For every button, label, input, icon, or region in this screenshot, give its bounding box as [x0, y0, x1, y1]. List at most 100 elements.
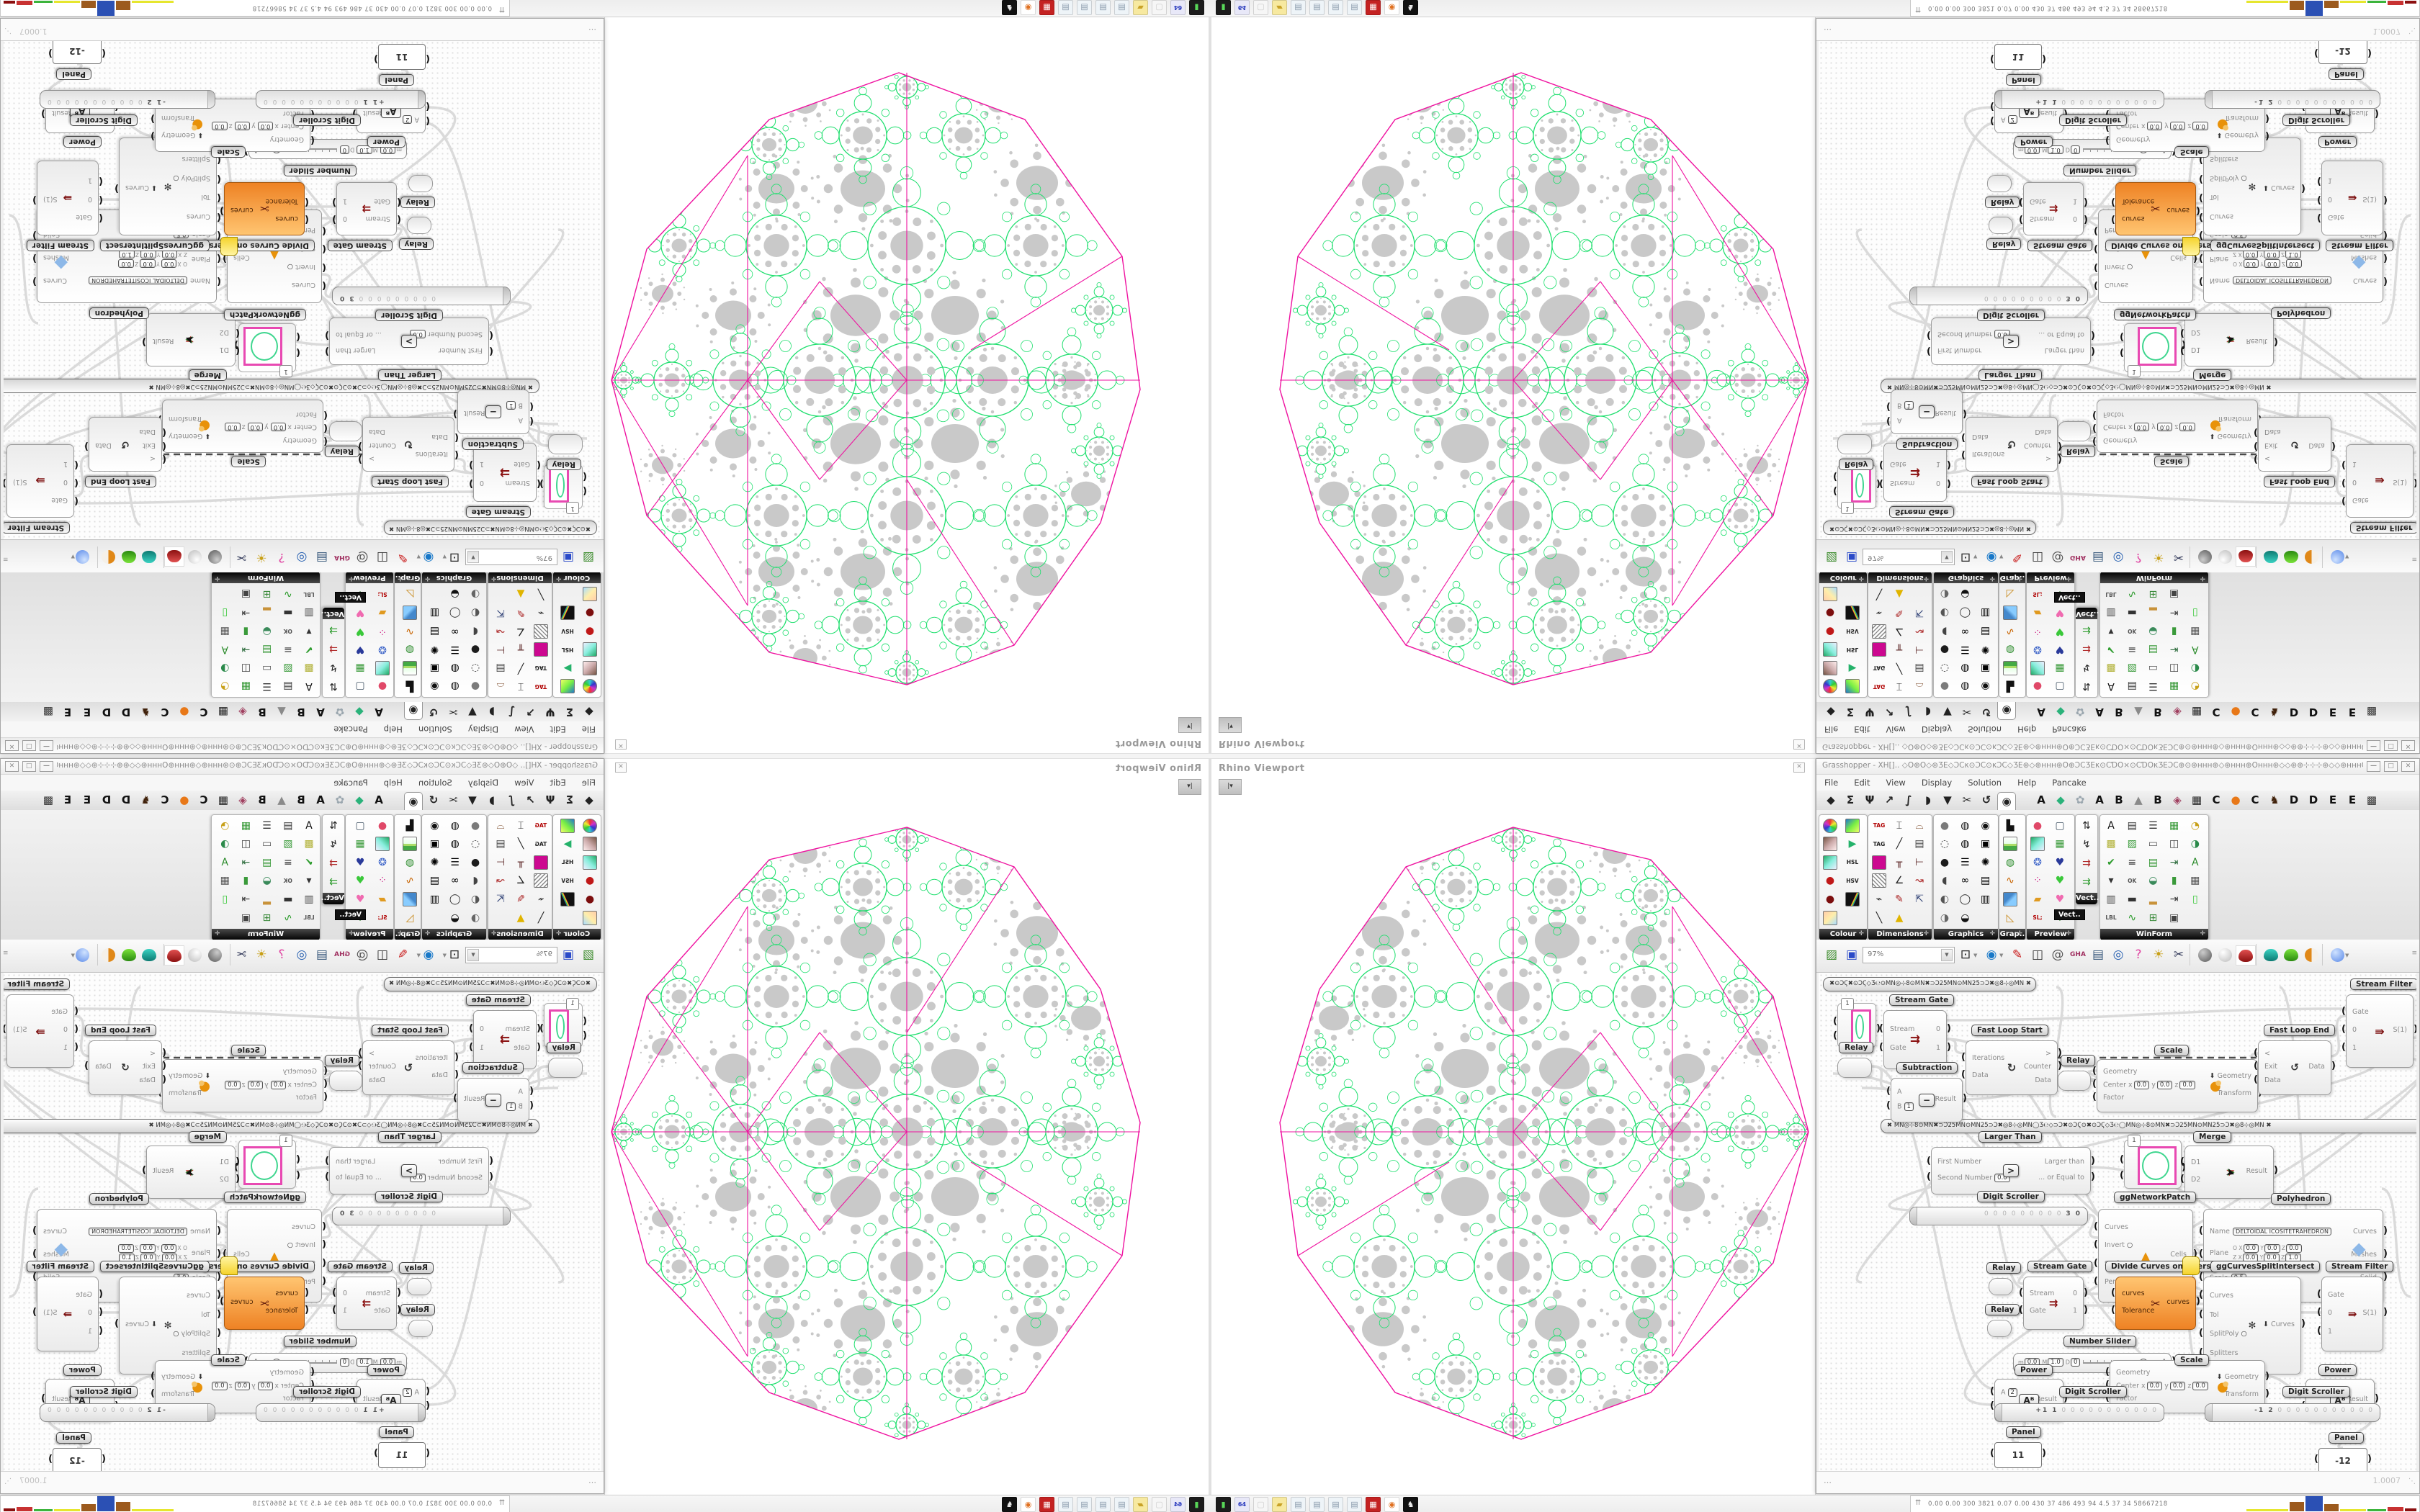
palette-icon-1[interactable]: ◍	[1960, 819, 1970, 832]
digit-scroller-2-label[interactable]: Digit Scroller	[293, 1386, 361, 1398]
input-port[interactable]: (	[2094, 1239, 2098, 1250]
palette-icon-4[interactable]	[581, 641, 599, 659]
menu-item-file[interactable]: File	[581, 778, 596, 788]
palette-icon-6[interactable]: ●	[1825, 875, 1835, 887]
output-port[interactable]: )	[2383, 230, 2388, 240]
input-port[interactable]: (	[1927, 330, 1931, 341]
palette-icon-26[interactable]: ∿	[283, 588, 292, 600]
palette-icon-2[interactable]	[1821, 659, 1839, 677]
palette-icon-14[interactable]: ▥	[1981, 606, 1991, 618]
palette-icon-1[interactable]	[558, 816, 577, 834]
scroller-cap[interactable]	[2205, 1404, 2213, 1421]
palette-icon-4[interactable]	[400, 603, 419, 621]
plugin-tab-4[interactable]: B	[2115, 793, 2123, 806]
fast-loop-start[interactable]: Iterations(Data(>)Counter)Data)↻	[358, 1040, 459, 1095]
fast-loop-end[interactable]: <(Exit(Data(Data) ↺	[2254, 417, 2336, 472]
palette-icon-12[interactable]: ◐	[1940, 894, 1950, 906]
power-1-label[interactable]: Power	[367, 1364, 405, 1376]
palette-icon-10[interactable]: SL;	[2028, 909, 2047, 927]
input-port[interactable]: (	[1879, 1023, 1883, 1034]
input-port[interactable]: (	[236, 328, 240, 338]
panel-neg12[interactable]: -12()	[2314, 1448, 2372, 1471]
palette-panel-label[interactable]: Colour ✛	[553, 929, 601, 940]
warning-balloon[interactable]	[220, 1256, 238, 1275]
output-port[interactable]: )	[2042, 1448, 2046, 1459]
input-port[interactable]: (	[1990, 53, 1994, 64]
palette-icon-0[interactable]	[1821, 678, 1839, 696]
polyhedron-label[interactable]: Polyhedron	[89, 1193, 149, 1205]
tab-params[interactable]: ◆	[585, 793, 593, 806]
plugin-tab-2[interactable]: ✿	[2075, 706, 2085, 719]
palette-icon-0[interactable]: ●	[2033, 680, 2043, 693]
minimize-button[interactable]: —	[40, 761, 53, 772]
remote-panel-icon[interactable]: @	[2051, 550, 2064, 564]
close-button[interactable]: ✕	[2401, 761, 2415, 772]
palette-icon-2[interactable]: ⇉	[329, 643, 338, 655]
panel-11-label[interactable]: Panel	[379, 74, 414, 86]
output-port[interactable]: )	[1876, 1023, 1881, 1034]
palette-icon-3[interactable]: TAG	[532, 659, 550, 677]
value-box[interactable]: 1	[1904, 1102, 1914, 1111]
palette-icon-15[interactable]: ◑	[1940, 588, 1950, 600]
palette-icon-4[interactable]: ◔	[2190, 819, 2200, 832]
output-port[interactable]: )	[2042, 53, 2046, 64]
tab-surface[interactable]: ◗	[489, 706, 495, 719]
palette-icon-11[interactable]	[1843, 909, 1862, 927]
panel-11[interactable]: 11()	[1990, 44, 2046, 70]
palette-icon-14[interactable]: ⇱	[1915, 606, 1924, 618]
plugin-tab-3[interactable]: A	[316, 706, 325, 719]
palette-icon-15[interactable]: ▾	[2108, 875, 2114, 887]
palette-icon-19[interactable]: ▦	[220, 625, 230, 637]
palette-icon-9[interactable]: ◑	[220, 662, 230, 674]
palette-icon-11[interactable]: ≡	[283, 644, 292, 656]
stream-gate-2[interactable]: Stream(Gate(0) 1) ⇉	[2019, 1277, 2088, 1330]
palette-icon-23[interactable]: ⇥	[241, 606, 251, 618]
plugin-tab-2[interactable]: ✿	[335, 793, 345, 806]
wire[interactable]	[9, 1187, 39, 1298]
merge-label[interactable]: Merge	[188, 369, 227, 381]
palette-icon-9[interactable]: ♥	[2055, 606, 2065, 618]
palette-icon-1[interactable]	[1843, 816, 1862, 834]
sketch-pen-icon[interactable]: ✎	[2012, 948, 2023, 962]
plugin-tab-1[interactable]: ◆	[2056, 706, 2065, 719]
stream-gate-1[interactable]: Stream(Gate(0) 1) ⇉	[1879, 443, 1951, 502]
palette-icon-3[interactable]: ◌	[1940, 838, 1950, 850]
palette-icon-15[interactable]: ◑	[1940, 912, 1950, 924]
output-port[interactable]: )	[2331, 441, 2336, 451]
input-port[interactable]: (	[322, 243, 326, 254]
input-port[interactable]: (	[305, 197, 309, 207]
palette-icon-7[interactable]: ▭	[262, 662, 272, 674]
palette-icon-4[interactable]: ◍	[1960, 838, 1970, 850]
palette-icon-29[interactable]	[215, 585, 234, 603]
relay-2-label[interactable]: Relay	[324, 1055, 359, 1066]
tab-maths[interactable]: Σ	[565, 706, 574, 719]
menu-item-edit[interactable]: Edit	[1854, 724, 1870, 734]
viewport-menu-button[interactable]: |▾	[1178, 717, 1201, 733]
palette-icon-13[interactable]: ⇥	[2169, 856, 2179, 868]
palette-icon-15[interactable]: ╲	[1876, 912, 1883, 924]
plugin-tab-17[interactable]: ▩	[2366, 706, 2378, 719]
input-port[interactable]: (	[1886, 1100, 1891, 1111]
input-port[interactable]: (	[2314, 1454, 2318, 1464]
input-port[interactable]: (	[2341, 477, 2346, 488]
plugin-tab-4[interactable]: B	[297, 793, 305, 806]
fast-loop-start[interactable]: Iterations(Data(>)Counter)Data)↻	[1961, 417, 2062, 472]
input-port[interactable]: (	[322, 225, 326, 236]
fast-loop-end-label[interactable]: Fast Loop End	[2264, 1025, 2336, 1036]
palette-icon-14[interactable]: ⇱	[1915, 894, 1924, 906]
preview-wire-icon[interactable]	[186, 945, 205, 964]
digit-scroller-1-label[interactable]: Digit Scroller	[375, 310, 443, 321]
palette-icon-5[interactable]: HSL	[1843, 853, 1862, 871]
maximize-button[interactable]: □	[22, 761, 36, 772]
palette-icon-10[interactable]: ∠	[1894, 625, 1904, 637]
palette-icon-8[interactable]: ◫	[241, 662, 251, 674]
value-box[interactable]: 0.0	[247, 1081, 264, 1089]
palette-icon-5[interactable]: HSL	[558, 641, 577, 659]
relay-4[interactable]	[408, 1320, 433, 1337]
wire[interactable]	[329, 1213, 403, 1285]
help-box-icon[interactable]: ?	[278, 948, 285, 962]
floppy-64-icon[interactable]: 64	[1170, 1497, 1186, 1512]
palette-icon-0[interactable]: ●	[470, 819, 480, 832]
chevron-down-icon[interactable]: ▼	[71, 953, 75, 958]
palette-icon-5[interactable]: ▤	[1914, 838, 1924, 850]
